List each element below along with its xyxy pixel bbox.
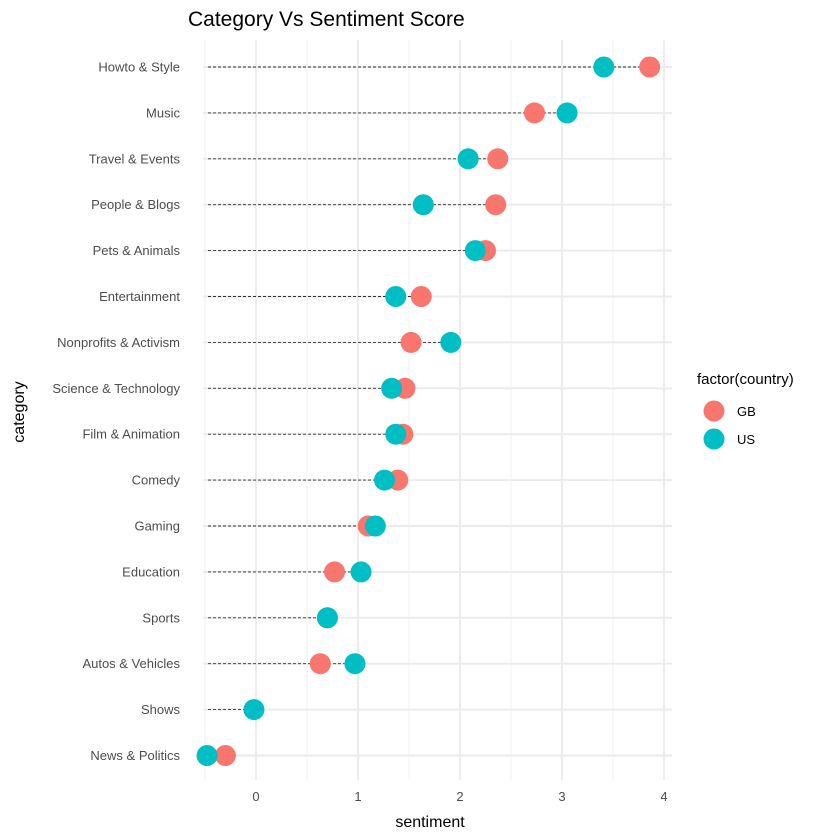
point-gb [309,653,331,675]
point-us [440,331,462,353]
grid [203,40,672,780]
x-tick-label: 0 [252,789,259,804]
legend-title: factor(country) [697,371,794,388]
y-tick-label: Music [146,105,180,120]
y-tick-label: Gaming [134,519,180,534]
legend-key-us [703,428,725,450]
chart-title: Category Vs Sentiment Score [188,8,465,31]
point-us [464,240,486,262]
point-us [350,561,372,583]
point-us [412,194,434,216]
x-tick-label: 3 [558,789,565,804]
y-tick-label: People & Blogs [91,197,180,212]
point-gb [400,331,422,353]
point-us [457,148,479,170]
legend-key-gb [703,400,725,422]
x-tick-label: 1 [354,789,361,804]
y-tick-label: Education [122,564,180,579]
y-tick-labels: Howto & Style Music Travel & Events People … [52,60,180,764]
y-tick-label: Entertainment [99,289,180,304]
point-gb [523,102,545,124]
point-us [243,699,265,721]
stems [208,66,650,756]
y-tick-label: Nonprofits & Activism [57,335,180,350]
point-us [385,286,407,307]
point-us [344,653,366,675]
x-tick-labels: 0 1 2 3 4 [252,789,667,804]
y-tick-label: Film & Animation [82,427,180,442]
point-us [381,377,403,399]
point-us [374,469,396,491]
point-gb [324,561,346,583]
y-tick-label: News & Politics [90,748,180,763]
y-tick-label: Pets & Animals [93,243,181,258]
point-gb [214,745,236,766]
point-us [316,607,338,629]
y-tick-label: Howto & Style [98,60,180,75]
y-tick-label: Shows [141,702,181,717]
point-us [364,515,386,537]
point-gb [639,56,661,78]
point-gb [410,286,432,307]
y-tick-label: Sports [142,610,180,625]
legend-label-gb: GB [737,404,756,419]
y-axis-title: category [11,381,28,442]
x-tick-label: 4 [660,789,667,804]
point-gb [487,148,509,170]
y-tick-label: Autos & Vehicles [82,656,180,671]
point-us [196,745,218,766]
y-tick-label: Science & Technology [52,381,180,396]
legend: factor(country) GB US [697,371,794,450]
point-gb [485,194,507,216]
x-tick-label: 2 [456,789,463,804]
point-us [593,56,615,78]
x-axis-title: sentiment [395,814,465,831]
point-us [556,102,578,124]
point-us [385,423,407,445]
y-tick-label: Comedy [132,473,181,488]
y-tick-label: Travel & Events [89,151,181,166]
legend-label-us: US [737,432,755,447]
points [196,56,661,766]
